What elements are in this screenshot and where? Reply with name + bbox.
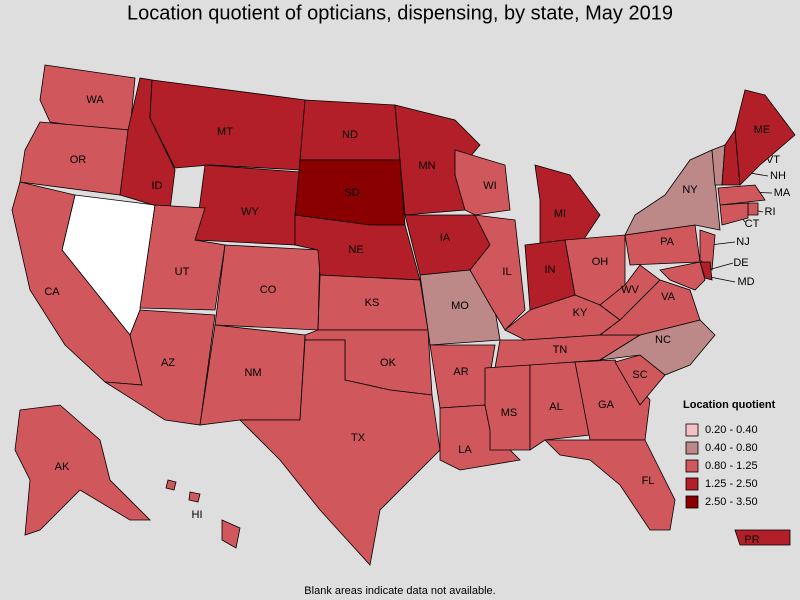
state-label: WV [621, 284, 639, 296]
state-label: AL [549, 401, 562, 413]
state-label: IL [502, 266, 511, 278]
state-label: MI [554, 208, 566, 220]
state-label: ID [152, 180, 163, 192]
state-label: AK [55, 461, 70, 473]
legend-swatch [685, 423, 699, 437]
state-label: LA [458, 444, 472, 456]
state-label: UT [175, 266, 190, 278]
state-label: ME [754, 124, 771, 136]
state-label: OK [380, 357, 397, 369]
state-label: HI [192, 509, 203, 521]
state-label: MS [501, 407, 518, 419]
state-label: OH [592, 256, 609, 268]
state-label: MT [217, 126, 233, 138]
state-label: NH [770, 170, 786, 182]
state-label: WA [86, 94, 104, 106]
state-label: CO [260, 284, 277, 296]
state-shape [719, 202, 749, 226]
state-shape [469, 214, 526, 331]
state-shape [165, 479, 177, 491]
state-shape [239, 339, 441, 566]
state-label: MD [737, 276, 754, 288]
legend-label: 0.80 - 1.25 [705, 460, 758, 472]
state-label: IA [440, 232, 451, 244]
state-label: NC [655, 334, 671, 346]
state-label: KY [573, 307, 588, 319]
state-label: WI [483, 180, 496, 192]
state-shape [104, 309, 216, 426]
state-shape [747, 202, 759, 216]
legend-swatch [685, 495, 699, 509]
state-shape [188, 491, 201, 503]
state-label: MA [774, 187, 791, 199]
state-label: AZ [161, 357, 175, 369]
state-label: RI [765, 206, 776, 218]
state-label: SD [344, 187, 359, 199]
state-shape [734, 89, 796, 186]
state-label: KS [365, 297, 380, 309]
state-label: MO [451, 300, 469, 312]
state-label: IN [545, 264, 556, 276]
state-label: NJ [736, 236, 749, 248]
state-label: TN [553, 344, 568, 356]
state-label: TX [351, 432, 366, 444]
state-label: VA [661, 291, 676, 303]
state-label: CA [44, 286, 60, 298]
state-label: AR [453, 366, 468, 378]
state-shape [734, 529, 791, 546]
footnote: Blank areas indicate data not available. [304, 585, 495, 597]
legend-swatch [685, 441, 699, 455]
state-shape [534, 164, 601, 246]
state-label: SC [632, 369, 647, 381]
state-label: OR [70, 154, 87, 166]
state-shape [14, 404, 151, 536]
legend-swatch [685, 459, 699, 473]
state-label: NE [348, 244, 363, 256]
state-shape [529, 361, 591, 451]
state-label: NY [682, 184, 698, 196]
state-label: GA [598, 399, 615, 411]
state-shape [699, 229, 716, 271]
map-title: Location quotient of opticians, dispensi… [127, 2, 673, 24]
state-label: NM [244, 367, 261, 379]
state-shape [221, 519, 241, 549]
state-label: PA [660, 236, 675, 248]
state-shape [659, 261, 706, 291]
state-shape [544, 439, 676, 531]
legend-label: 0.40 - 0.80 [705, 442, 758, 454]
legend-title: Location quotient [683, 399, 776, 411]
state-shape [599, 264, 661, 321]
state-shape [19, 121, 131, 196]
legend-swatch [685, 477, 699, 491]
state-label: PR [744, 534, 759, 546]
state-label: FL [642, 475, 655, 487]
state-shape [624, 149, 721, 236]
legend-label: 1.25 - 2.50 [705, 478, 758, 490]
state-label: MN [418, 160, 435, 172]
state-label: ND [342, 129, 358, 141]
state-label: WY [241, 206, 259, 218]
state-shape [717, 184, 766, 206]
legend-label: 0.20 - 0.40 [705, 424, 758, 436]
state-label: CT [745, 218, 760, 230]
legend-label: 2.50 - 3.50 [705, 496, 758, 508]
state-label: DE [733, 257, 748, 269]
